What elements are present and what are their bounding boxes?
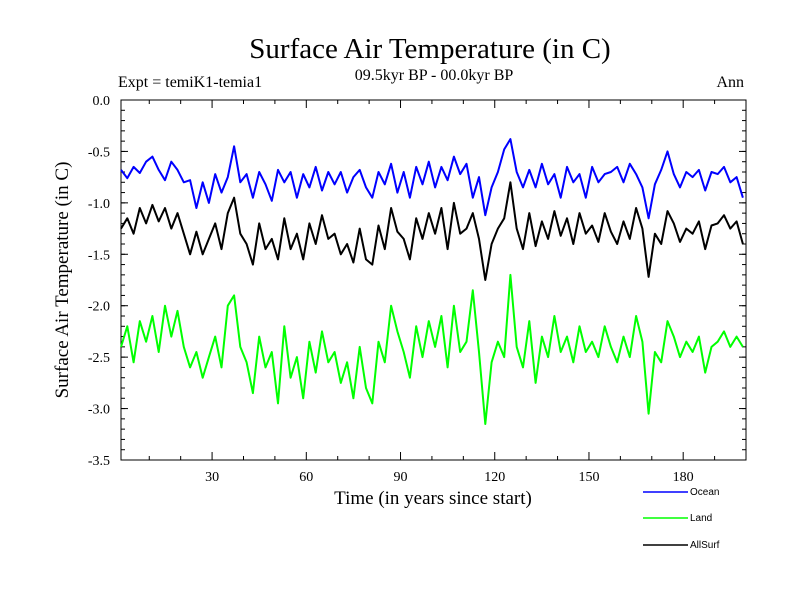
series-line-ocean <box>120 138 744 220</box>
series-line-land <box>120 273 744 425</box>
y-tick-label: -2.5 <box>88 351 110 366</box>
x-tick-label: 150 <box>578 470 599 485</box>
x-axis-label: Time (in years since start) <box>334 488 532 509</box>
y-axis: 0.0 -0.5 -1.0 -1.5 -2.0 -2.5 -3.0 -3.5 <box>88 94 746 469</box>
y-axis-label: Surface Air Temperature (in C) <box>52 162 73 399</box>
legend-label-ocean: Ocean <box>690 487 719 498</box>
x-tick-label: 180 <box>673 470 694 485</box>
chart-title: Surface Air Temperature (in C) <box>249 33 610 65</box>
legend-label-allsurf: AllSurf <box>690 540 720 551</box>
x-tick-label: 60 <box>299 470 313 485</box>
y-tick-label: -2.0 <box>88 300 110 315</box>
chart-season-label: Ann <box>716 74 744 91</box>
y-tick-label: -3.5 <box>88 454 110 469</box>
series-line-allsurf <box>120 181 744 281</box>
chart-subtitle: 09.5kyr BP - 00.0kyr BP <box>355 67 514 84</box>
y-tick-label: -1.5 <box>88 248 110 263</box>
y-tick-label: -0.5 <box>88 145 110 160</box>
legend: Ocean Land AllSurf <box>643 487 720 551</box>
y-tick-label: 0.0 <box>93 94 111 109</box>
legend-label-land: Land <box>690 513 712 524</box>
x-tick-label: 30 <box>205 470 219 485</box>
y-tick-label: -1.0 <box>88 197 110 212</box>
x-tick-label: 90 <box>394 470 408 485</box>
y-tick-label: -3.0 <box>88 403 110 418</box>
plot-frame <box>120 99 747 461</box>
series-lines <box>120 138 744 425</box>
x-axis: 30 60 90 120 150 180 <box>148 100 716 485</box>
chart-experiment-label: Expt = temiK1-temia1 <box>118 74 262 91</box>
x-tick-label: 120 <box>484 470 505 485</box>
